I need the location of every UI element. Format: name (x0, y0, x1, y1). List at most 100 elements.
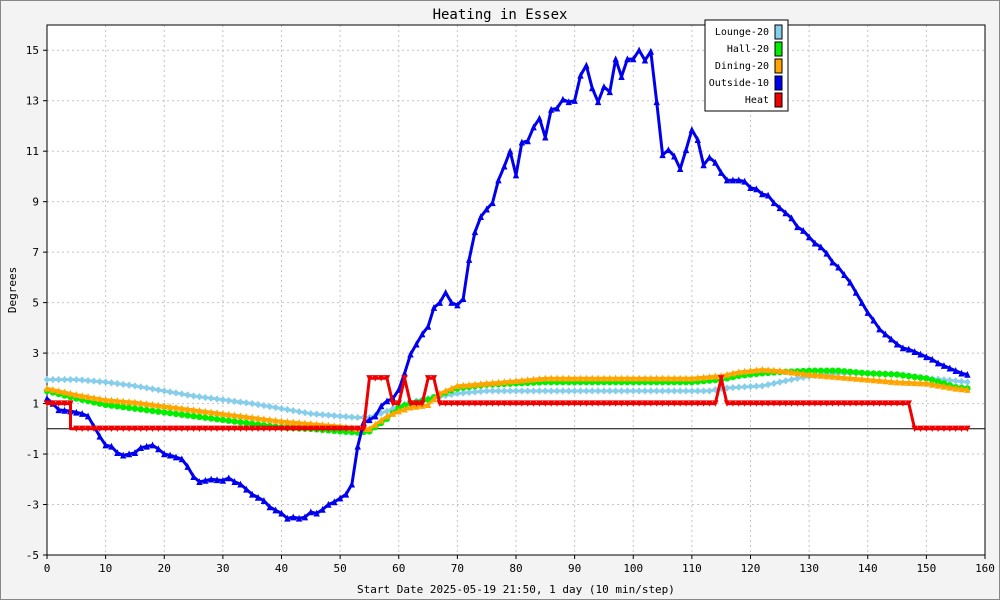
heat-point (67, 400, 74, 407)
heat-point (196, 425, 203, 433)
outside-10-point (782, 209, 789, 217)
lounge-20-point (635, 387, 643, 395)
outside-10-point (377, 402, 385, 410)
heat-point (495, 400, 502, 407)
heat-point (348, 425, 356, 433)
lounge-20-point (782, 377, 789, 385)
lounge-20-point (243, 399, 250, 407)
outside-10-point (741, 177, 748, 185)
dining-20-point (923, 379, 930, 387)
dining-20-point (671, 374, 678, 382)
heat-point (325, 425, 332, 433)
heat-point (952, 425, 959, 433)
legend-label: Dining-20 (715, 61, 769, 72)
heat-point (55, 400, 62, 407)
dining-20-point (114, 397, 121, 404)
dining-20-point (278, 417, 285, 425)
dining-20-point (254, 414, 262, 422)
heat-point (694, 400, 701, 407)
heat-point (682, 400, 690, 407)
dining-20-point (442, 387, 449, 395)
dining-20-point (694, 374, 701, 382)
outside-10-point (260, 497, 268, 504)
lounge-20-point (589, 387, 596, 395)
heat-point (852, 400, 860, 407)
dining-20-point (712, 372, 719, 380)
heat-point (248, 425, 256, 433)
lounge-20-point (231, 397, 238, 405)
heat-point (155, 425, 162, 433)
heat-point (893, 400, 901, 407)
heat-point (717, 375, 725, 382)
hall-20-point (225, 417, 232, 424)
lounge-20-point (735, 383, 742, 391)
dining-20-point (823, 372, 830, 380)
heat-point (518, 400, 526, 407)
dining-20-point (383, 412, 391, 420)
lounge-20-point (131, 382, 139, 390)
outside-10-point (747, 184, 754, 191)
heat-point (712, 400, 719, 407)
heat-point (735, 400, 742, 407)
lounge-20-point (741, 383, 748, 391)
dining-20-point (858, 375, 866, 383)
heat-point (377, 375, 385, 382)
heat-point (213, 425, 221, 433)
dining-20-point (465, 381, 473, 389)
outside-10-point (295, 514, 303, 522)
outside-10-point (149, 441, 156, 449)
outside-10-point (213, 476, 221, 484)
dining-20-point (530, 375, 537, 383)
dining-20-point (911, 379, 918, 387)
heat-point (559, 400, 567, 407)
legend-label: Outside-10 (709, 78, 769, 89)
lounge-20-point (84, 376, 92, 385)
heat-point (413, 400, 420, 407)
chart-title: Heating in Essex (433, 7, 568, 23)
dining-20-point (817, 371, 825, 379)
dining-20-point (676, 374, 684, 382)
heat-point (741, 400, 748, 407)
dining-20-point (735, 368, 742, 376)
legend-swatch (774, 92, 783, 108)
heat-point (700, 400, 707, 407)
dining-20-point (166, 403, 174, 411)
dining-20-point (565, 374, 572, 382)
outside-10-point (852, 288, 860, 296)
outside-10-point (723, 176, 731, 184)
outside-10-point (864, 309, 871, 316)
dining-20-point (196, 406, 203, 414)
outside-10-point (524, 137, 531, 145)
heat-point (618, 400, 625, 407)
outside-10-point (559, 95, 567, 103)
lounge-20-point (747, 382, 754, 391)
outside-10-point (114, 449, 121, 456)
dining-20-point (284, 418, 291, 425)
heat-point (471, 400, 479, 407)
lounge-20-point (278, 404, 285, 413)
dining-20-point (454, 382, 461, 390)
lounge-20-point (108, 379, 115, 387)
heat-point (225, 425, 232, 433)
dining-20-point (43, 384, 51, 392)
outside-10-point (934, 359, 942, 367)
heat-point (870, 400, 877, 407)
dining-20-point (471, 380, 479, 388)
dining-20-point (483, 379, 490, 387)
dining-20-point (506, 377, 514, 385)
outside-10-point (78, 409, 86, 417)
outside-10-point (823, 249, 830, 257)
dining-20-point (600, 374, 608, 382)
lounge-20-point (125, 381, 133, 389)
dining-20-point (172, 403, 180, 411)
heat-point (506, 400, 514, 407)
lounge-20-point (770, 379, 778, 388)
hall-20-point (131, 405, 139, 412)
outside-10-point (671, 152, 678, 160)
lounge-20-point (946, 376, 954, 385)
hall-20-point (207, 415, 215, 422)
lounge-20-point (794, 374, 801, 383)
dining-20-point (688, 374, 696, 382)
lounge-20-point (307, 409, 315, 418)
x-tick-label: 30 (216, 562, 229, 575)
